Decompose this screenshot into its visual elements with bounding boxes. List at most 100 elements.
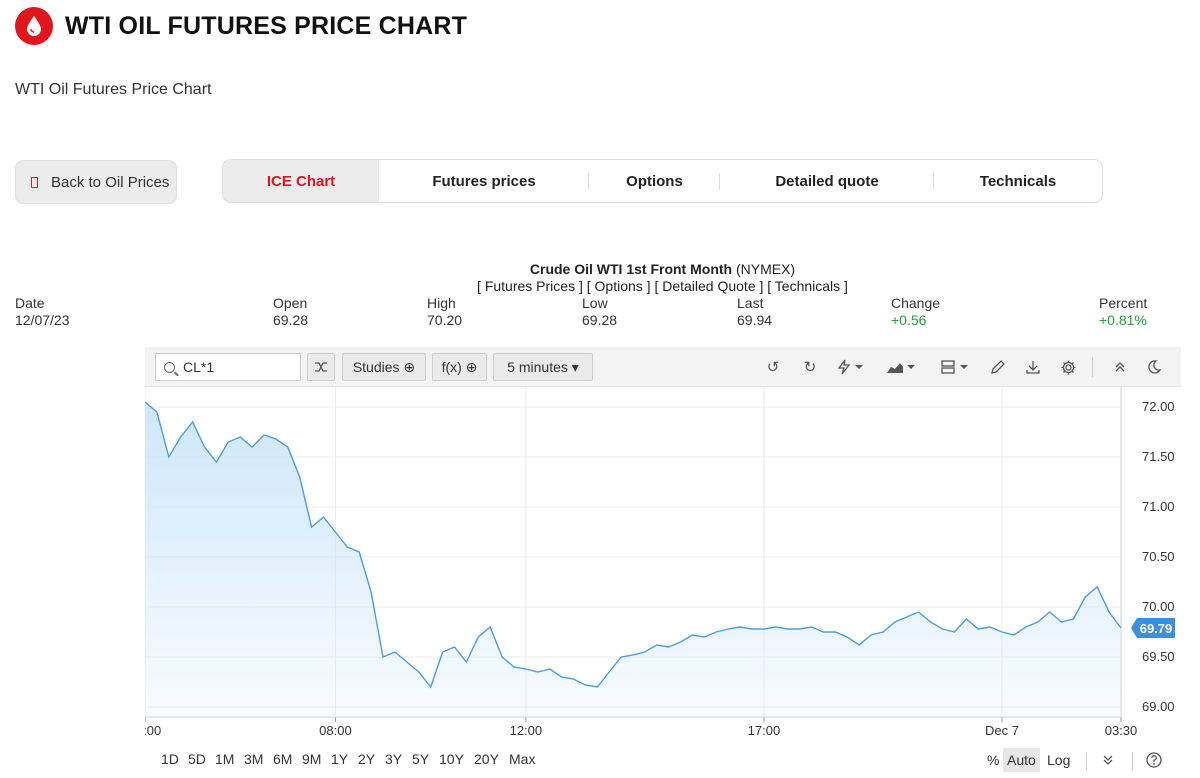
stat-value: 69.28 xyxy=(273,312,309,328)
range-button-5y[interactable]: 5Y xyxy=(412,751,430,767)
expand-down-icon[interactable] xyxy=(1097,749,1119,771)
pencil-icon[interactable] xyxy=(987,356,1009,378)
range-button-6m[interactable]: 6M xyxy=(273,751,293,767)
header: WTI OIL FUTURES PRICE CHART xyxy=(15,6,467,46)
chart-type-icon[interactable] xyxy=(884,356,920,378)
stat-change: Change +0.56 xyxy=(891,295,940,329)
price-area-fill xyxy=(145,402,1121,717)
collapse-icon[interactable] xyxy=(1109,356,1131,378)
y-tick-label: 69.50 xyxy=(1142,649,1175,664)
tab-label: Detailed quote xyxy=(775,172,879,190)
scale-log-button[interactable]: Log xyxy=(1043,748,1074,772)
bottom-divider xyxy=(1132,752,1133,770)
stat-label: Last xyxy=(737,295,764,311)
tab-bar: ICE Chart Futures prices Options Detaile… xyxy=(222,159,1103,203)
y-tick-label: 70.50 xyxy=(1142,549,1175,564)
scale-auto-button[interactable]: Auto xyxy=(1003,748,1040,772)
stat-high: High 70.20 xyxy=(427,295,462,329)
stat-value: +0.81% xyxy=(1099,312,1147,328)
stat-label: High xyxy=(427,295,456,311)
fx-button[interactable]: f(x) ⊕ xyxy=(432,353,487,381)
undo-icon[interactable]: ↺ xyxy=(766,359,780,376)
document-icon xyxy=(31,176,38,188)
price-line xyxy=(145,401,1122,689)
tab-label: Futures prices xyxy=(432,172,536,190)
x-tick-label: 03:30 xyxy=(1105,723,1138,738)
x-tick-label: 12:00 xyxy=(510,723,543,738)
scale-percent-button[interactable]: % xyxy=(983,748,1003,772)
last-price-label: 69.79 xyxy=(1140,621,1173,636)
range-button-1m[interactable]: 1M xyxy=(215,751,235,767)
x-tick-label: 08:00 xyxy=(319,723,352,738)
tab-label: Options xyxy=(626,172,683,190)
stat-value: 12/07/23 xyxy=(15,312,70,328)
y-tick-label: 72.00 xyxy=(1142,399,1175,414)
stat-value: 70.20 xyxy=(427,312,463,328)
page-title: WTI OIL FUTURES PRICE CHART xyxy=(65,11,468,40)
chart-panel: CL*1 Studies ⊕ f(x) ⊕ 5 minutes ▾ ↺ ↻ xyxy=(145,347,1181,775)
stat-date: Date 12/07/23 xyxy=(15,295,70,329)
tab-ice-chart[interactable]: ICE Chart xyxy=(223,160,379,202)
stat-value: 69.94 xyxy=(737,312,773,328)
exchange-name: (NYMEX) xyxy=(735,261,796,277)
stat-value: 69.28 xyxy=(582,312,618,328)
search-icon xyxy=(164,361,175,373)
download-icon[interactable] xyxy=(1022,356,1044,378)
range-button-3y[interactable]: 3Y xyxy=(385,751,403,767)
symbol-search-input[interactable]: CL*1 xyxy=(155,353,301,381)
back-button-label: Back to Oil Prices xyxy=(51,173,170,191)
x-tick-label: 04:00 xyxy=(145,723,161,738)
stat-label: Change xyxy=(891,295,941,311)
y-tick-label: 70.00 xyxy=(1142,599,1175,614)
layout-icon[interactable] xyxy=(938,356,974,378)
redo-icon[interactable]: ↻ xyxy=(803,359,817,376)
range-button-2y[interactable]: 2Y xyxy=(358,751,376,767)
range-button-5d[interactable]: 5D xyxy=(188,751,206,767)
scale-label: Auto xyxy=(1007,752,1036,768)
range-button-20y[interactable]: 20Y xyxy=(474,751,499,767)
stat-open: Open 69.28 xyxy=(273,295,308,329)
range-button-1d[interactable]: 1D xyxy=(161,751,179,767)
dark-mode-icon[interactable] xyxy=(1143,356,1165,378)
tab-futures-prices[interactable]: Futures prices xyxy=(379,160,589,202)
bottom-divider xyxy=(1086,752,1087,770)
stat-label: Low xyxy=(582,295,608,311)
settings-icon[interactable] xyxy=(1057,356,1079,378)
tab-technicals[interactable]: Technicals xyxy=(934,160,1102,202)
last-price-badge xyxy=(1131,618,1175,638)
toolbar-divider xyxy=(1092,357,1093,377)
compare-button[interactable] xyxy=(307,353,335,381)
range-button-10y[interactable]: 10Y xyxy=(439,751,464,767)
interval-select[interactable]: 5 minutes ▾ xyxy=(493,353,593,381)
help-icon[interactable] xyxy=(1143,749,1165,771)
range-button-max[interactable]: Max xyxy=(509,751,536,767)
page-subtitle: WTI Oil Futures Price Chart xyxy=(15,81,212,98)
quote-links[interactable]: [ Futures Prices ] [ Options ] [ Detaile… xyxy=(477,278,848,294)
tab-label: Technicals xyxy=(979,172,1057,190)
instrument-name: Crude Oil WTI 1st Front Month xyxy=(529,261,733,277)
stat-label: Date xyxy=(15,295,45,311)
scale-label: Log xyxy=(1047,752,1071,768)
quote-title: Crude Oil WTI 1st Front Month (NYMEX) xyxy=(0,261,1200,277)
shuffle-icon xyxy=(315,362,327,372)
y-tick-label: 69.00 xyxy=(1142,699,1175,714)
tab-label: ICE Chart xyxy=(266,172,336,190)
scale-label: % xyxy=(987,752,1000,768)
x-tick-label: 17:00 xyxy=(748,723,781,738)
stat-label: Percent xyxy=(1099,295,1148,311)
back-to-oil-prices-button[interactable]: Back to Oil Prices xyxy=(15,160,177,204)
stat-label: Open xyxy=(273,295,308,311)
stat-value: +0.56 xyxy=(891,312,927,328)
price-chart[interactable]: 04:00 08:00 12:00 17:00 Dec 7 03:30 69.00 69.50… xyxy=(145,387,1181,747)
range-button-9m[interactable]: 9M xyxy=(302,751,322,767)
tab-detailed-quote[interactable]: Detailed quote xyxy=(720,160,934,202)
tab-options[interactable]: Options xyxy=(589,160,720,202)
range-button-1y[interactable]: 1Y xyxy=(331,751,349,767)
oil-drop-icon xyxy=(15,7,53,45)
studies-button[interactable]: Studies ⊕ xyxy=(342,353,426,381)
symbol-value: CL*1 xyxy=(183,359,215,375)
range-button-3m[interactable]: 3M xyxy=(244,751,264,767)
lightning-icon[interactable] xyxy=(833,356,869,378)
chart-toolbar: CL*1 Studies ⊕ f(x) ⊕ 5 minutes ▾ ↺ ↻ xyxy=(145,347,1181,387)
chart-bottom-bar: % Auto Log 1D 5D 1M 3M 6M 9M 1Y 2Y 3Y 5Y 10Y 20Y Max xyxy=(145,747,1181,773)
